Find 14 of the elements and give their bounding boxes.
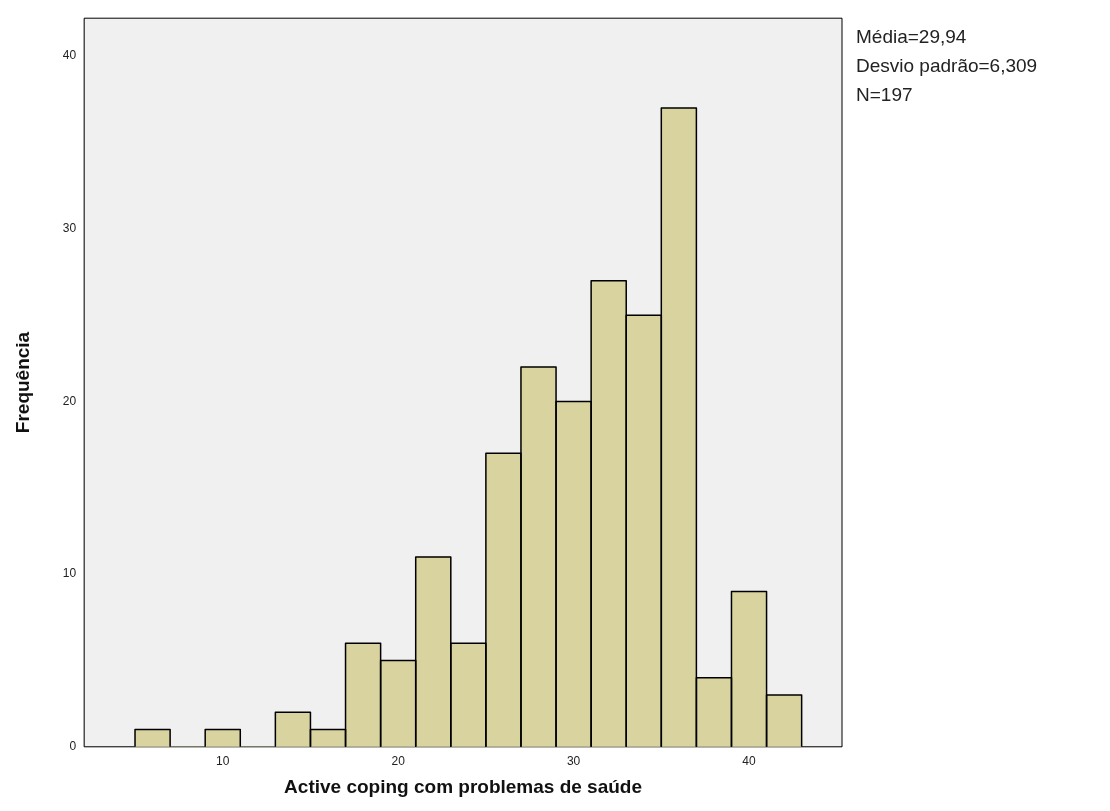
y-tick-label: 20 [62,393,77,408]
text: Desvio padrão=6,309 [856,54,1038,78]
text: N=197 [856,83,914,107]
x-tick-label: 20 [391,754,406,769]
x-tick-label: 30 [566,754,581,769]
y-tick-label: 30 [62,221,77,236]
x-tick-label: 40 [742,754,757,769]
x-axis-title: Active coping com problemas de saúde [284,775,643,797]
y-axis-title: Frequência [11,331,33,434]
y-tick-label: 0 [69,739,77,754]
x-tick-label: 10 [216,754,230,769]
text: Média=29,94 [856,25,968,49]
y-tick-label: 10 [62,566,77,581]
y-tick-label: 40 [62,48,77,63]
